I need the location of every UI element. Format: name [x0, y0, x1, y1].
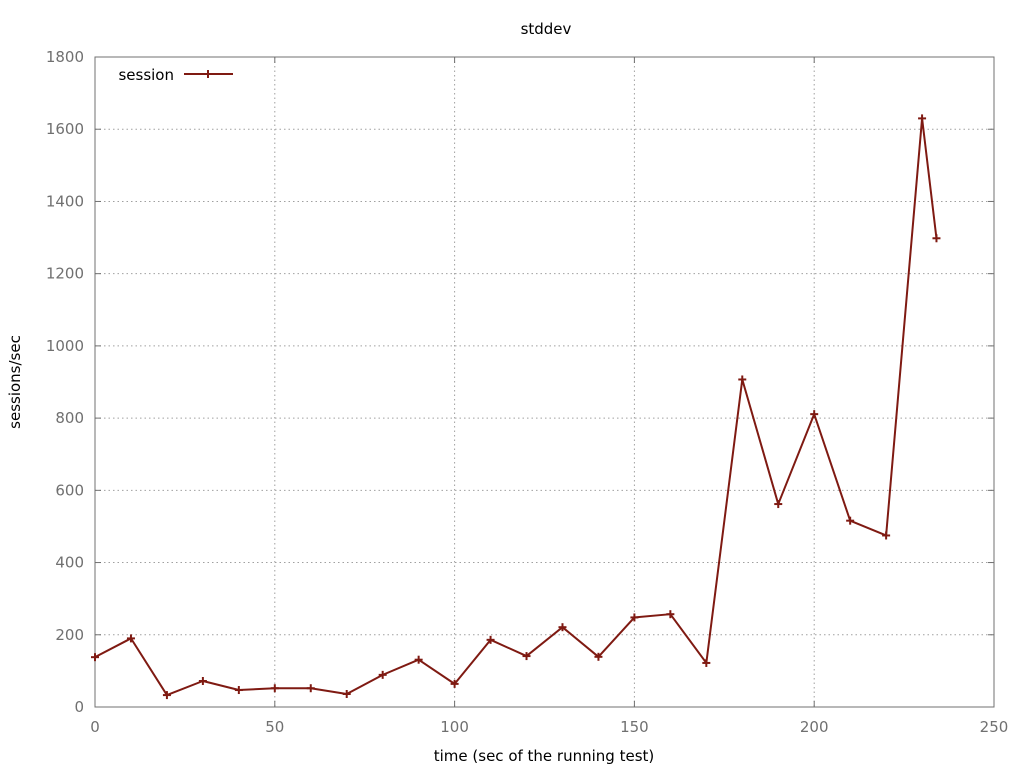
series-line-session: [94, 117, 938, 697]
y-tick-label: 1800: [46, 48, 84, 66]
data-point: [846, 516, 855, 525]
data-point: [306, 684, 315, 693]
y-tick-label: 800: [55, 409, 84, 427]
y-axis: 0 200 400 600 800 1000 1200 1400 1600 1800: [46, 48, 994, 716]
x-tick-label: 150: [620, 718, 649, 736]
x-tick-label: 50: [265, 718, 284, 736]
data-point: [702, 658, 711, 667]
data-point: [522, 652, 531, 661]
x-axis-title: time (sec of the running test): [434, 747, 655, 765]
data-point: [882, 531, 891, 540]
data-point: [738, 375, 747, 384]
data-point: [630, 613, 639, 622]
data-point: [162, 691, 171, 700]
y-axis-title: sessions/sec: [6, 335, 24, 429]
plot-frame: [94, 56, 995, 708]
chart-title: stddev: [521, 20, 572, 38]
data-point: [594, 652, 603, 661]
data-point: [414, 655, 423, 664]
data-point: [270, 684, 279, 693]
y-tick-label: 1000: [46, 337, 84, 355]
x-tick-label: 100: [440, 718, 469, 736]
grid: [95, 57, 994, 707]
data-point: [126, 634, 135, 643]
data-point: [198, 677, 207, 685]
y-tick-label: 600: [55, 481, 84, 499]
legend: session: [118, 66, 233, 84]
y-tick-label: 1600: [46, 120, 84, 138]
data-point: [810, 410, 819, 419]
y-tick-label: 0: [74, 698, 84, 716]
y-tick-label: 400: [55, 554, 84, 572]
data-point: [918, 114, 927, 123]
legend-marker: [204, 70, 212, 78]
series-session: [91, 114, 941, 700]
data-point: [450, 679, 459, 688]
y-tick-label: 200: [55, 626, 84, 644]
data-point: [234, 686, 243, 695]
x-tick-label: 200: [800, 718, 829, 736]
x-axis: 0 50 100 150 200 250: [90, 57, 1008, 736]
data-point: [666, 610, 675, 619]
y-tick-label: 1400: [46, 192, 84, 210]
data-point: [342, 690, 351, 698]
data-point: [486, 635, 495, 644]
y-tick-label: 1200: [46, 265, 84, 283]
x-tick-label: 0: [90, 718, 100, 736]
data-point: [378, 670, 387, 679]
data-point: [91, 653, 99, 662]
data-point: [932, 234, 941, 243]
x-tick-label: 250: [980, 718, 1009, 736]
data-point: [558, 623, 567, 632]
legend-label: session: [118, 66, 174, 84]
data-point: [774, 500, 783, 509]
